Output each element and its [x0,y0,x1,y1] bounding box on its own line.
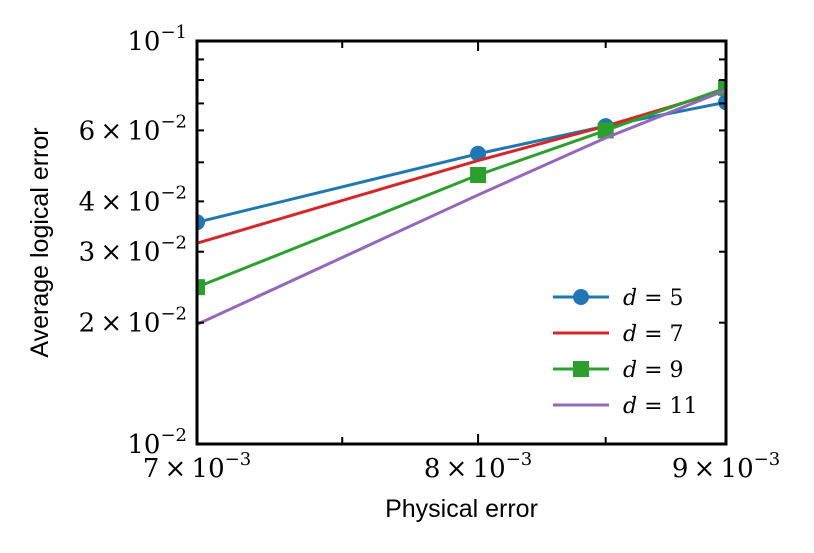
series-line-2 [197,88,726,245]
x-tick-label: 7 × 10−3 [143,449,251,484]
data-point-3 [597,122,614,139]
data-point-1 [718,94,726,111]
legend-label: d = 5 [623,286,684,311]
y-tick-label: 2 × 10−2 [79,304,187,339]
legend-label: d = 9 [623,358,684,383]
series-line-4 [197,88,726,326]
ticks-layer: 10−2 10−1 2 × 10−2 3 × 10−2 4 × 10−2 6 × 10−2… [79,22,781,484]
legend-swatch-marker [573,289,589,305]
legend-label: d = 7 [623,322,684,347]
y-tick-label: 10−1 [127,22,187,57]
series-line-3 [197,86,726,289]
x-axis-title: Physical error [385,495,538,523]
plot-layer [197,79,726,326]
legend-label: d = 11 [623,394,698,419]
y-tick-label: 6 × 10−2 [79,111,187,146]
x-tick-label: 8 × 10−3 [424,449,532,484]
legend-swatch-marker [573,361,589,377]
y-axis-title: Average logical error [26,127,54,357]
data-point-3 [197,279,205,296]
series-group [197,79,726,326]
y-tick-label: 4 × 10−2 [79,182,187,217]
x-tick-label: 9 × 10−3 [672,449,780,484]
data-point-1 [470,145,487,162]
legend: d = 5 d = 7 d = 9 d = 11 [553,286,698,419]
data-point-1 [197,214,205,231]
data-point-3 [470,167,487,184]
plot-frame [195,39,728,446]
y-tick-label: 3 × 10−2 [79,233,187,268]
y-tick-label: 10−2 [127,425,187,460]
data-point-3 [718,79,726,96]
